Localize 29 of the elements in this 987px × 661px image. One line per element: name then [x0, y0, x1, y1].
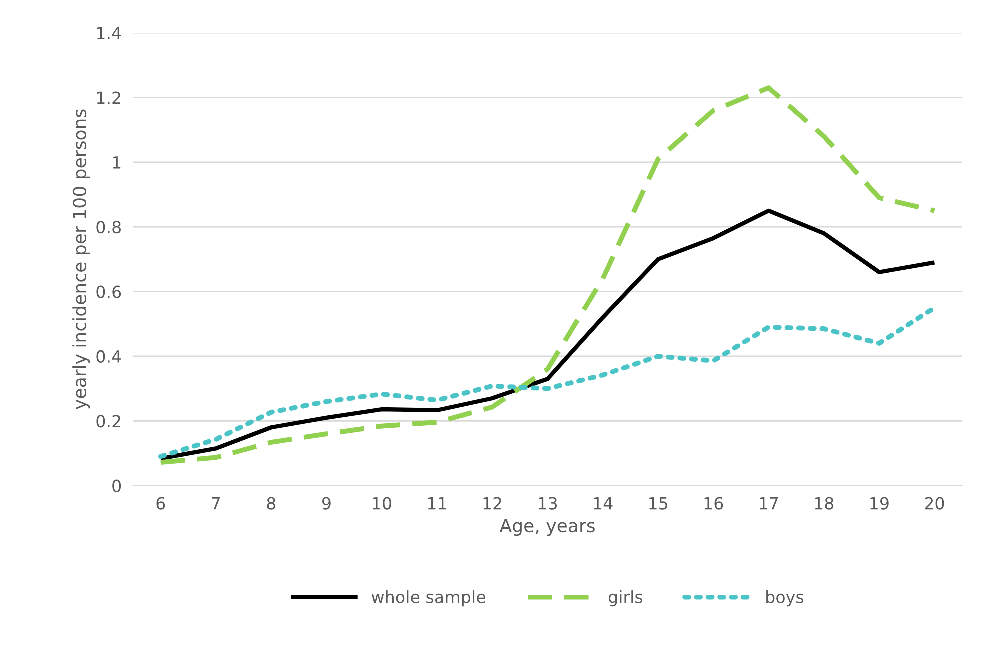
legend-label: whole sample — [372, 590, 486, 607]
y-tick-label: 1 — [113, 156, 121, 169]
x-axis-title: Age, years — [500, 519, 595, 536]
y-tick-label: 0.6 — [96, 286, 122, 298]
x-tick-label: 15 — [650, 497, 668, 510]
x-tick-label: 9 — [322, 497, 331, 510]
x-tick-label: 20 — [925, 497, 944, 510]
y-tick-label: 0.4 — [96, 350, 122, 364]
y-tick-label: 0.2 — [96, 415, 120, 428]
x-tick-label: 7 — [212, 497, 220, 510]
x-tick-label: 19 — [870, 497, 889, 510]
y-tick-label: 0 — [112, 480, 122, 492]
x-tick-label: 11 — [428, 497, 446, 510]
x-tick-label: 16 — [704, 497, 724, 510]
x-tick-label: 6 — [156, 497, 166, 510]
x-tick-label: 14 — [594, 497, 613, 510]
y-axis-title: yearly incidence per 100 persons — [72, 110, 90, 410]
line-series — [158, 208, 937, 461]
y-tick-label: 1.2 — [97, 92, 120, 104]
legend-label: boys — [766, 590, 804, 607]
x-tick-label: 12 — [484, 497, 502, 510]
legend-label: girls — [608, 590, 643, 607]
y-tick-label: 0.8 — [96, 221, 121, 234]
x-tick-label: 18 — [815, 497, 834, 510]
y-tick-label: 1.4 — [97, 27, 122, 40]
x-tick-label: 8 — [267, 497, 276, 510]
x-tick-label: 17 — [760, 497, 778, 510]
x-tick-label: 13 — [539, 497, 558, 510]
x-tick-label: 10 — [373, 497, 392, 510]
